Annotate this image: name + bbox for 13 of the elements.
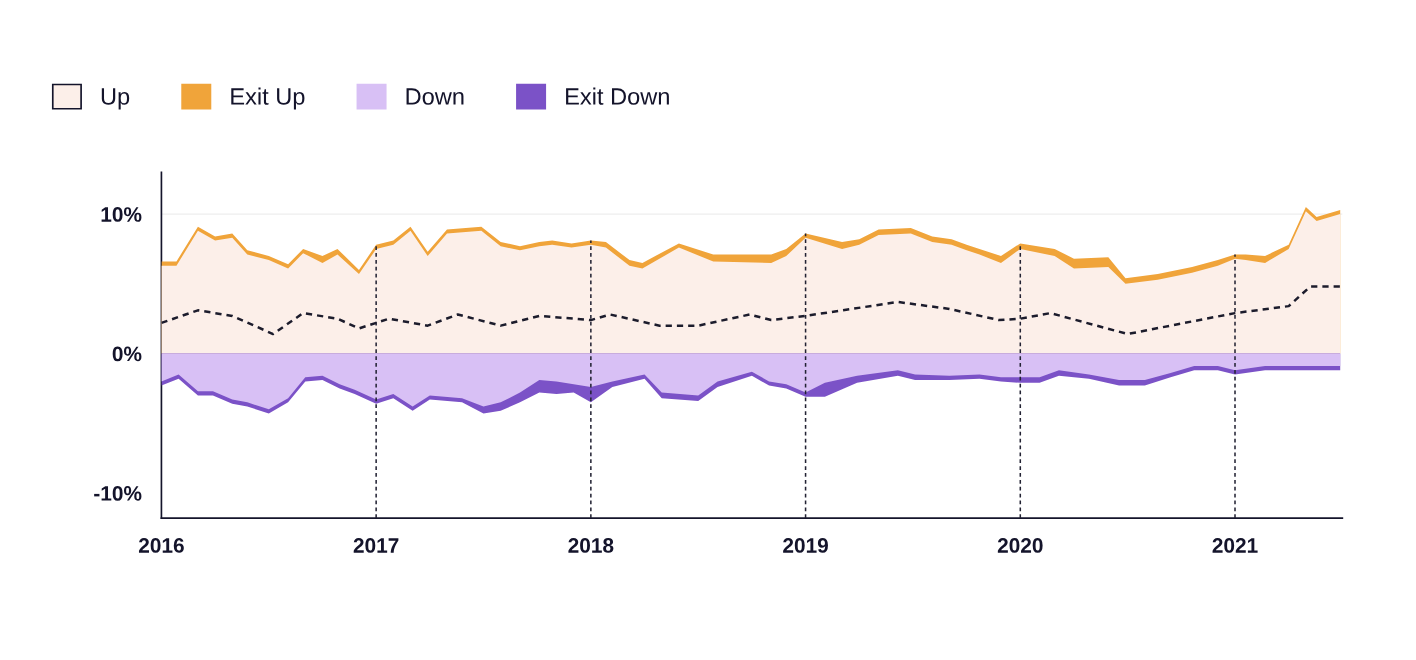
y-tick-label: -10% xyxy=(94,486,142,501)
legend-label: Exit Up xyxy=(231,87,305,110)
legend-label: Down xyxy=(406,88,464,105)
x-tick-label: 2019 xyxy=(783,538,828,553)
x-tick-label: 2017 xyxy=(353,538,399,553)
x-tick-label: 2020 xyxy=(997,538,1043,553)
y-tick-label: 10% xyxy=(101,207,142,222)
x-tick-label: 2021 xyxy=(1212,538,1258,553)
legend-label: Up xyxy=(101,88,130,110)
x-tick-label: 2016 xyxy=(138,538,184,553)
y-tick-label: 0% xyxy=(112,346,142,362)
legend-label: Exit Down xyxy=(566,87,669,105)
x-tick-label: 2018 xyxy=(568,538,614,553)
